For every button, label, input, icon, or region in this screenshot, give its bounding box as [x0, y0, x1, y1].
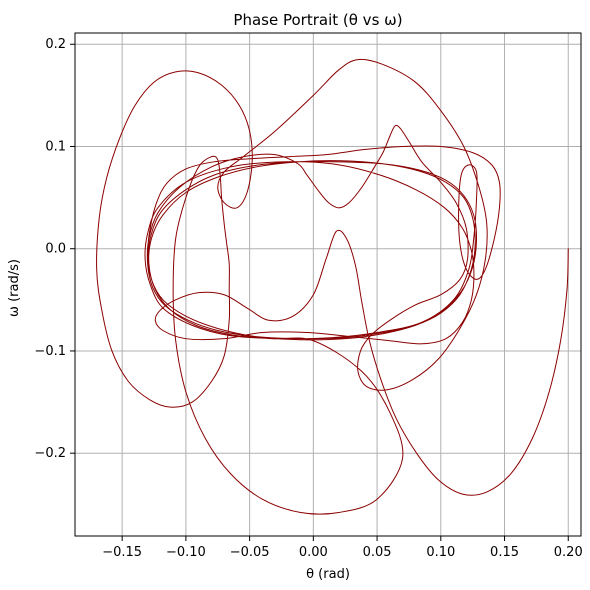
x-tick-label: 0.00 — [299, 545, 328, 560]
chart-title: Phase Portrait (θ vs ω) — [233, 11, 402, 29]
x-tick-label: −0.10 — [166, 545, 206, 560]
y-tick-label: 0.2 — [45, 37, 66, 52]
y-tick-label: 0.1 — [45, 139, 66, 154]
y-tick-label: −0.1 — [34, 344, 66, 359]
phase-trajectory-line — [96, 58, 569, 515]
grid-layer — [75, 33, 581, 536]
y-tick-label: −0.2 — [34, 446, 66, 461]
x-tick-label: −0.05 — [230, 545, 270, 560]
x-axis-label: θ (rad) — [306, 567, 350, 582]
x-tick-label: −0.15 — [102, 545, 142, 560]
y-axis-label: ω (rad/s) — [7, 259, 22, 317]
x-tick-label: 0.05 — [363, 545, 392, 560]
y-tick-label: 0.0 — [45, 242, 66, 257]
x-tick-label: 0.20 — [554, 545, 583, 560]
plot-spine — [74, 32, 582, 537]
x-tick-label: 0.10 — [426, 545, 455, 560]
plot-layer — [96, 58, 569, 515]
tick-layer: −0.15 −0.10 −0.05 0.00 0.05 0.10 0.15 0.20 −0.2 −… — [34, 37, 582, 560]
x-tick-label: 0.15 — [490, 545, 519, 560]
